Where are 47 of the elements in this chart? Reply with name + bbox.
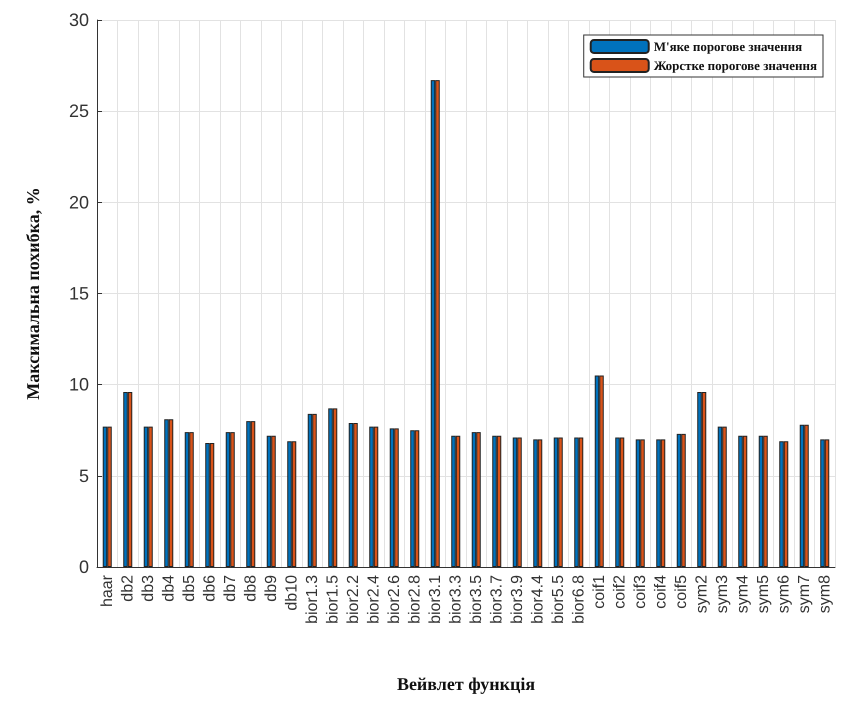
x-tick-label: coif1 (590, 574, 608, 609)
x-tick-label: db8 (242, 574, 260, 602)
x-tick-label: bior3.1 (426, 574, 444, 624)
x-axis-title: Вейвлет функція (396, 674, 536, 694)
x-tick-label: db3 (140, 574, 157, 602)
y-tick-label: 5 (78, 466, 89, 486)
x-tick-label: bior3.3 (447, 574, 464, 624)
x-tick-label: db10 (283, 574, 300, 611)
x-tick-label: haar (98, 574, 116, 608)
x-tick-label: coif5 (672, 574, 690, 609)
x-tick-label: bior3.9 (508, 574, 526, 624)
x-tick-label: bior1.5 (324, 574, 342, 624)
legend-label: М'яке порогове значення (654, 39, 802, 54)
x-tick-label: bior3.7 (488, 574, 506, 624)
legend-label: Жорстке порогове значення (654, 58, 818, 73)
y-axis-title: Максимальна похибка, % (23, 187, 43, 400)
x-tick-label: sym3 (714, 574, 731, 614)
x-tick-label: sym5 (754, 574, 772, 614)
x-tick-label: bior2.4 (365, 574, 382, 624)
x-tick-label: coif3 (632, 574, 649, 609)
x-tick-label: bior4.4 (529, 574, 546, 624)
y-tick-label: 30 (68, 10, 89, 30)
x-tick-label: db6 (201, 574, 218, 602)
x-tick-label: db4 (160, 574, 178, 602)
x-tick-label: db7 (222, 574, 239, 602)
y-tick-label: 20 (68, 192, 89, 212)
y-tick-label: 25 (68, 101, 89, 122)
x-tick-label: db9 (262, 574, 280, 602)
x-tick-label: bior3.5 (468, 574, 485, 624)
y-tick-label: 15 (68, 284, 89, 304)
x-tick-label: sym2 (693, 574, 710, 614)
x-tick-label: bior2.2 (344, 574, 362, 624)
x-tick-label: coif2 (611, 574, 628, 609)
x-tick-label: coif4 (652, 574, 670, 609)
x-tick-label: bior6.8 (570, 574, 588, 624)
x-tick-label: bior2.8 (406, 574, 424, 624)
x-tick-label: bior1.3 (304, 574, 321, 624)
x-tick-label: db5 (180, 574, 198, 602)
y-tick-label: 0 (78, 557, 89, 577)
x-tick-label: sym6 (775, 574, 792, 614)
x-tick-label: sym7 (796, 574, 813, 614)
y-tick-label: 10 (68, 374, 89, 395)
x-tick-label: bior2.6 (386, 574, 403, 624)
x-tick-label: sym8 (816, 574, 834, 614)
x-tick-label: bior5.5 (550, 574, 567, 624)
x-tick-label: sym4 (734, 574, 752, 614)
x-tick-label: db2 (119, 574, 136, 602)
